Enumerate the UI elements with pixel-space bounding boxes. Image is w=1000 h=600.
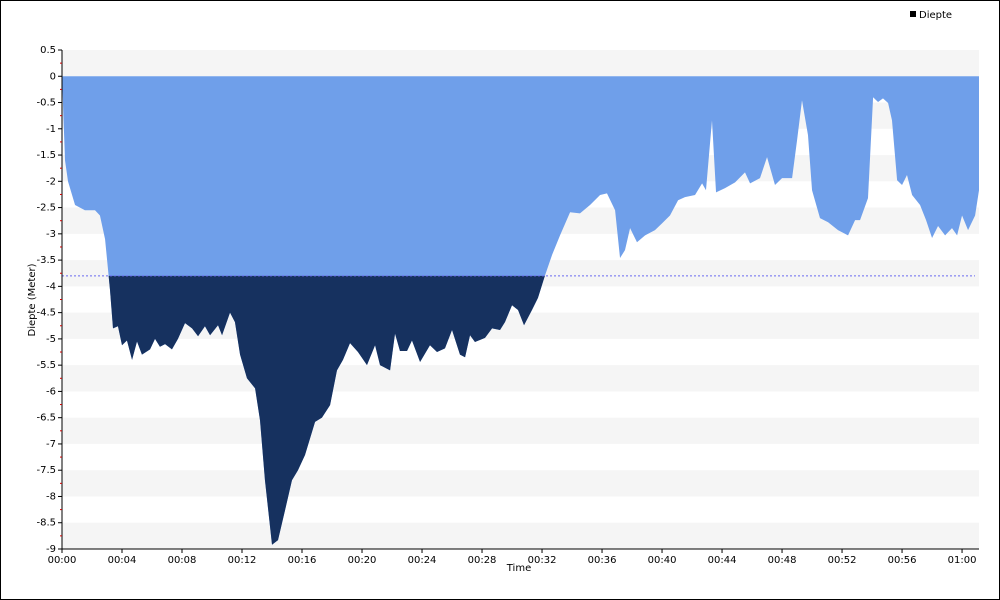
- x-tick-label: 01:00: [948, 555, 977, 566]
- x-tick-label: 00:48: [768, 555, 797, 566]
- x-tick-label: 00:08: [168, 555, 197, 566]
- y-tick-label: -1.5: [36, 150, 56, 161]
- y-tick-label: -9: [46, 544, 56, 555]
- x-tick-label: 00:24: [408, 555, 437, 566]
- y-axis-label: Diepte (Meter): [27, 263, 38, 336]
- x-tick-label: 00:12: [228, 555, 257, 566]
- x-tick-label: 00:40: [648, 555, 677, 566]
- x-tick-label: 00:00: [48, 555, 77, 566]
- x-tick-label: 00:56: [888, 555, 917, 566]
- x-tick-label: 00:28: [468, 555, 497, 566]
- y-tick-label: -5: [46, 334, 56, 345]
- x-tick-label: 00:16: [288, 555, 317, 566]
- x-axis-label: Time: [506, 563, 531, 574]
- y-tick-label: -3.5: [36, 255, 56, 266]
- x-tick-label: 00:52: [828, 555, 857, 566]
- stripe: [62, 417, 979, 444]
- y-tick-label: 0: [50, 71, 56, 82]
- y-tick-label: -1: [46, 124, 56, 135]
- y-tick-label: -8: [46, 491, 56, 502]
- y-tick-label: -3: [46, 229, 56, 240]
- y-tick-label: 0.5: [40, 45, 56, 56]
- legend-swatch: [910, 11, 916, 17]
- stripe: [62, 365, 979, 392]
- y-tick-label: -5.5: [36, 360, 56, 371]
- x-tick-label: 00:44: [708, 555, 737, 566]
- y-tick-label: -2: [46, 176, 56, 187]
- y-tick-label: -2.5: [36, 203, 56, 214]
- legend-label: Diepte: [919, 10, 952, 21]
- x-tick-label: 00:04: [108, 555, 137, 566]
- x-tick-label: 00:32: [528, 555, 557, 566]
- y-tick-label: -8.5: [36, 518, 56, 529]
- stripe: [62, 470, 979, 497]
- area-below-threshold: [108, 275, 545, 545]
- x-tick-label: 00:36: [588, 555, 617, 566]
- x-tick-label: 00:20: [348, 555, 377, 566]
- y-tick-label: -7.5: [36, 465, 56, 476]
- y-tick-label: -6: [46, 386, 56, 397]
- stripe: [62, 522, 979, 549]
- stripe: [62, 50, 979, 77]
- y-tick-label: -4.5: [36, 308, 56, 319]
- y-tick-label: -7: [46, 439, 56, 450]
- y-tick-label: -6.5: [36, 413, 56, 424]
- y-tick-label: -4: [46, 281, 56, 292]
- y-tick-label: -0.5: [36, 98, 56, 109]
